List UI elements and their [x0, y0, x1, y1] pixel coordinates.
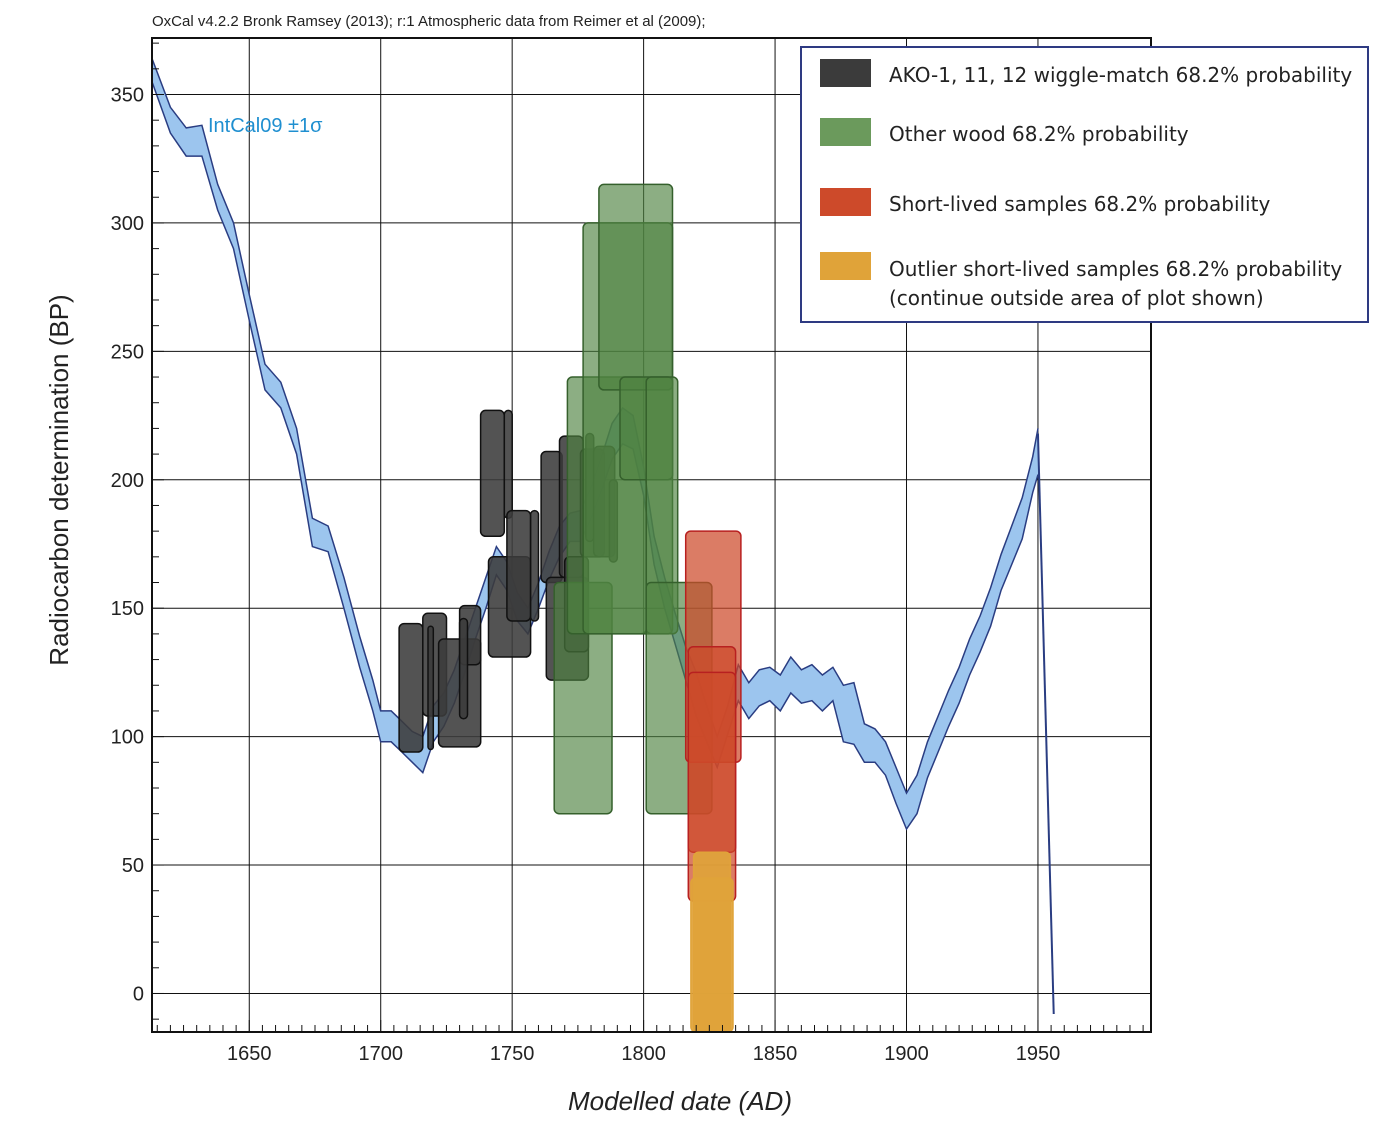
- legend-swatch-wiggle-match: [820, 59, 871, 87]
- curve-bomb-drop: [1036, 433, 1055, 1015]
- x-tick-label-1650: 1650: [227, 1043, 272, 1065]
- box-wiggle-match-6: [479, 409, 506, 538]
- y-tick-label-150: 150: [111, 598, 144, 620]
- y-axis-title: Radiocarbon determination (BP): [44, 294, 74, 665]
- tick-labels: 1650 1700 1750 1800 1850 1900 1950 0 50 100 150 200…: [111, 85, 1061, 1065]
- x-tick-label-1850: 1850: [753, 1043, 798, 1065]
- box-outlier-1: [692, 851, 732, 1033]
- x-tick-label-1700: 1700: [358, 1043, 403, 1065]
- box-wiggle-match-5: [458, 617, 469, 720]
- box-wiggle-match-9: [506, 509, 532, 622]
- legend-label-wiggle-match: AKO-1, 11, 12 wiggle-match 68.2% probabi…: [889, 63, 1352, 87]
- legend-swatch-other-wood: [820, 118, 871, 146]
- plot-border: [151, 37, 1152, 1033]
- y-tick-label-300: 300: [111, 213, 144, 235]
- y-tick-label-100: 100: [111, 727, 144, 749]
- x-axis-title: Modelled date (AD): [568, 1086, 792, 1116]
- y-tick-label-350: 350: [111, 85, 144, 107]
- legend-label-short-lived: Short-lived samples 68.2% probability: [889, 192, 1270, 216]
- y-tick-label-0: 0: [133, 983, 144, 1005]
- axis-ticks: [152, 42, 1144, 1032]
- legend-swatch-outlier: [820, 252, 871, 280]
- curve-label: IntCal09 ±1σ: [208, 115, 323, 137]
- legend-label-outlier: Outlier short-lived samples 68.2% probab…: [889, 257, 1342, 281]
- legend-box: [800, 46, 1369, 323]
- x-tick-label-1900: 1900: [884, 1043, 929, 1065]
- box-wiggle-match-8: [503, 409, 513, 520]
- oxcal-header: OxCal v4.2.2 Bronk Ramsey (2013); r:1 At…: [152, 13, 706, 30]
- legend-label-other-wood: Other wood 68.2% probability: [889, 122, 1189, 146]
- box-wiggle-match-11: [529, 509, 540, 622]
- box-wiggle-match-0: [398, 622, 424, 753]
- y-tick-label-200: 200: [111, 470, 144, 492]
- box-other-wood-3: [598, 183, 674, 391]
- legend-swatch-short-lived: [820, 188, 871, 216]
- y-tick-label-250: 250: [111, 341, 144, 363]
- x-tick-label-1750: 1750: [490, 1043, 535, 1065]
- legend: AKO-1, 11, 12 wiggle-match 68.2% probabi…: [800, 46, 1369, 323]
- x-tick-label-1800: 1800: [621, 1043, 666, 1065]
- box-wiggle-match-2: [427, 625, 435, 751]
- x-tick-label-1950: 1950: [1016, 1043, 1061, 1065]
- y-tick-label-50: 50: [122, 855, 144, 877]
- legend-label-outlier-note: (continue outside area of plot shown): [889, 286, 1264, 310]
- probability-boxes: [398, 183, 742, 1033]
